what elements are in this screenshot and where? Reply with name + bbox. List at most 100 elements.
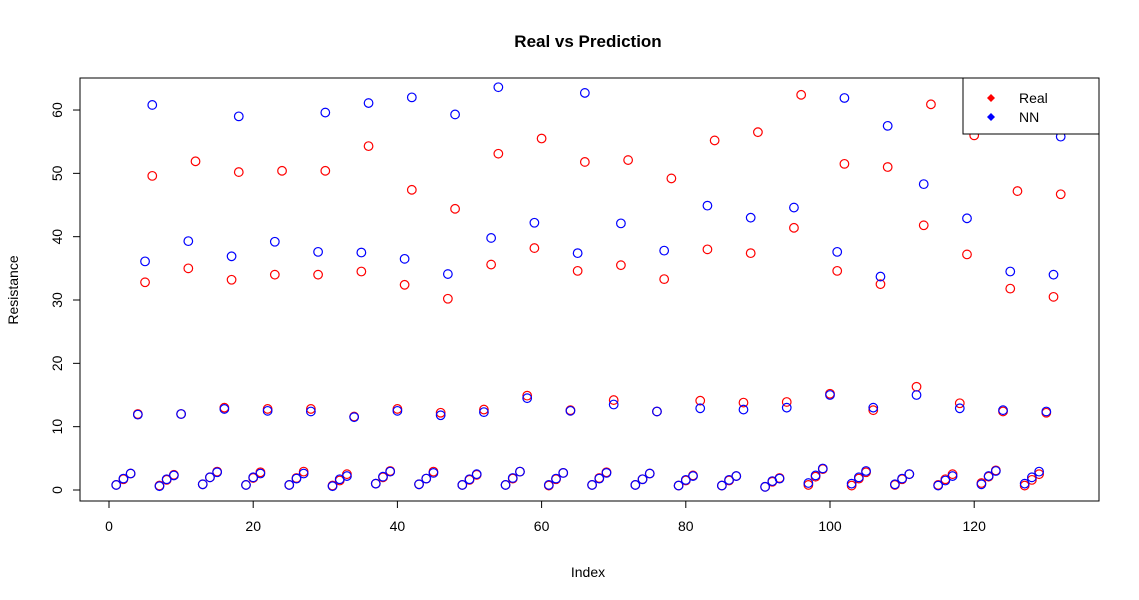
data-point-nn xyxy=(962,213,972,224)
x-tick-label: 60 xyxy=(534,518,550,534)
y-tick-label: 20 xyxy=(49,355,65,371)
data-point-nn xyxy=(241,480,251,490)
data-point-real xyxy=(529,243,540,253)
data-point-nn xyxy=(659,245,670,256)
data-point-nn xyxy=(342,471,352,481)
data-point-real xyxy=(738,397,749,408)
data-point-nn xyxy=(875,271,886,282)
data-point-nn xyxy=(983,471,994,481)
legend-label-real: Real xyxy=(1019,90,1048,106)
x-axis: 0 20 40 60 80 100 120 xyxy=(105,500,986,534)
data-point-nn xyxy=(803,478,814,488)
data-point-nn xyxy=(601,468,612,478)
data-point-real xyxy=(789,222,799,233)
data-point-real xyxy=(140,277,150,288)
data-point-nn xyxy=(579,88,590,98)
series-real xyxy=(111,89,1066,492)
data-point-nn xyxy=(471,469,482,480)
data-point-nn xyxy=(118,473,129,484)
data-point-nn xyxy=(565,405,576,416)
data-point-real xyxy=(882,162,893,172)
y-tick-label: 0 xyxy=(49,486,65,494)
data-point-real xyxy=(262,404,273,414)
data-point-real xyxy=(666,173,677,184)
data-point-nn xyxy=(940,475,951,486)
data-point-nn xyxy=(522,393,533,404)
data-point-real xyxy=(702,244,713,255)
data-point-real xyxy=(659,274,670,285)
data-point-nn xyxy=(911,390,922,400)
data-point-nn xyxy=(882,120,893,131)
x-tick-label: 20 xyxy=(245,518,261,534)
data-point-nn xyxy=(197,479,208,490)
data-point-nn xyxy=(558,468,569,478)
data-point-nn xyxy=(442,269,453,279)
data-point-real xyxy=(839,158,850,169)
data-point-nn xyxy=(154,481,165,492)
data-point-nn xyxy=(630,480,641,490)
data-point-nn xyxy=(889,479,900,490)
data-point-real xyxy=(406,184,417,195)
x-tick-label: 40 xyxy=(390,518,406,534)
data-point-real xyxy=(1055,189,1066,200)
data-point-real xyxy=(962,249,972,260)
data-point-nn xyxy=(226,251,237,262)
data-point-nn xyxy=(587,480,597,490)
plot-frame xyxy=(79,77,1100,502)
y-axis: 0 10 20 30 40 50 60 xyxy=(49,102,81,494)
data-point-nn xyxy=(493,82,504,93)
data-point-nn xyxy=(644,468,655,479)
data-point-nn xyxy=(716,480,727,491)
y-tick-label: 50 xyxy=(49,165,65,181)
data-point-nn xyxy=(262,405,273,416)
data-point-real xyxy=(1005,283,1016,294)
data-point-real xyxy=(305,404,316,414)
y-tick-label: 60 xyxy=(49,102,65,118)
data-point-nn xyxy=(305,406,316,417)
data-point-nn xyxy=(543,480,554,490)
data-point-nn xyxy=(572,248,583,259)
data-point-nn xyxy=(356,247,367,258)
data-point-nn xyxy=(500,480,511,490)
data-point-real xyxy=(392,404,403,414)
data-point-real xyxy=(616,260,626,271)
data-points xyxy=(111,82,1066,492)
data-point-real xyxy=(796,89,807,100)
data-point-nn xyxy=(486,233,497,243)
x-axis-label: Index xyxy=(571,564,605,580)
data-point-real xyxy=(926,99,936,110)
data-point-nn xyxy=(1041,406,1052,417)
data-point-real xyxy=(190,156,201,167)
data-point-nn xyxy=(551,473,561,484)
data-point-real xyxy=(911,381,922,392)
x-tick-label: 100 xyxy=(818,518,842,534)
data-point-nn xyxy=(269,236,280,247)
data-point-real xyxy=(1012,186,1023,196)
data-point-nn xyxy=(861,466,871,476)
data-point-nn xyxy=(132,409,143,420)
data-point-real xyxy=(269,269,280,280)
data-point-real xyxy=(233,167,244,177)
data-point-nn xyxy=(205,472,215,483)
data-point-nn xyxy=(853,472,864,483)
data-point-nn xyxy=(457,480,468,490)
data-point-real xyxy=(745,248,756,259)
series-nn xyxy=(111,82,1066,492)
data-point-nn xyxy=(183,236,194,247)
data-point-real xyxy=(363,141,374,152)
data-point-nn xyxy=(702,200,713,211)
legend-box xyxy=(962,77,1100,135)
y-tick-label: 10 xyxy=(49,419,65,435)
x-tick-label: 80 xyxy=(678,518,694,534)
data-point-nn xyxy=(954,403,965,414)
data-point-nn xyxy=(774,473,785,484)
data-point-real xyxy=(954,398,965,409)
data-point-nn xyxy=(392,405,403,416)
data-point-real xyxy=(1048,291,1059,302)
legend: Real NN xyxy=(962,77,1100,135)
data-point-nn xyxy=(399,253,410,264)
data-point-real xyxy=(579,157,590,167)
x-tick-label: 0 xyxy=(105,518,113,534)
